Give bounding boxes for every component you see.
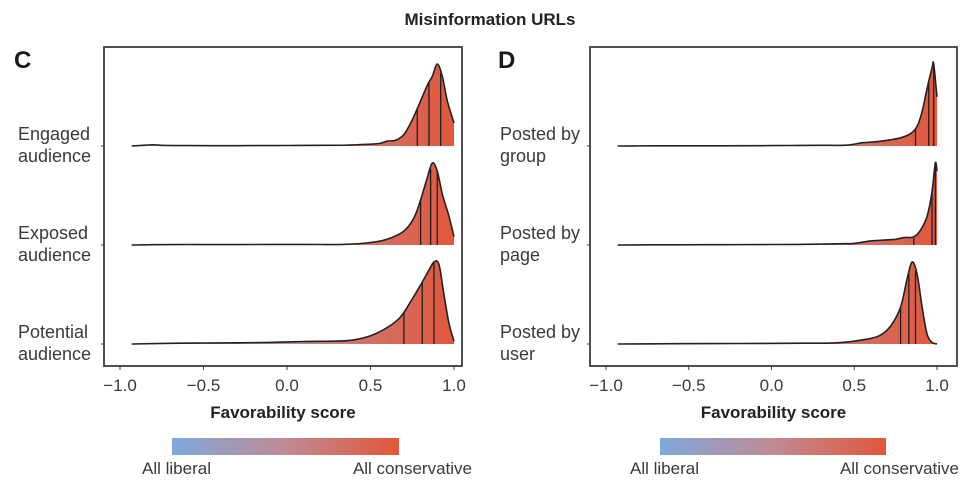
ridge-posted-by-page: Posted by page (500, 161, 938, 265)
panel-d: D −1.0 −0.5 0.0 0.5 1.0 Favorability score Post… (498, 46, 959, 478)
panel-c: C −1.0 −0.5 0.0 0.5 1.0 Favorability score Enga… (14, 46, 472, 478)
density-area (131, 64, 454, 146)
legend-label-conservative: All conservative (840, 459, 959, 478)
density-outline (131, 63, 455, 147)
density-area (131, 260, 454, 344)
x-tick-label: −1.0 (103, 376, 137, 395)
x-tick-label: −0.5 (187, 376, 221, 395)
x-axis-title: Favorability score (210, 403, 356, 422)
density-area (617, 261, 937, 344)
x-tick-label: 1.0 (442, 376, 466, 395)
ridge-potential-audience: Potential audience (18, 260, 455, 364)
x-tick-label: 0.0 (760, 376, 784, 395)
legend-label-liberal: All liberal (630, 459, 699, 478)
density-outline (131, 260, 455, 345)
x-tick-label: −0.5 (672, 376, 706, 395)
plot-frame (103, 46, 463, 367)
density-outline (617, 261, 938, 345)
row-label: Potential audience (18, 322, 91, 364)
row-label: Exposed audience (18, 223, 91, 265)
panel-letter: C (14, 47, 31, 74)
density-area (617, 162, 937, 245)
legend-label-liberal: All liberal (142, 459, 211, 478)
density-outline (617, 61, 938, 147)
ridge-exposed-audience: Exposed audience (18, 162, 455, 265)
row-label: Engaged audience (18, 124, 91, 166)
row-label: Posted by page (500, 223, 580, 265)
row-label: Posted by group (500, 124, 580, 166)
ridge-posted-by-user: Posted by user (500, 261, 938, 364)
panel-letter: D (498, 47, 515, 74)
x-axis-title: Favorability score (701, 403, 847, 422)
legend-colorbar (172, 438, 399, 455)
x-tick-label: 1.0 (925, 376, 949, 395)
row-label: Posted by user (500, 322, 580, 364)
x-tick-label: 0.5 (842, 376, 866, 395)
density-area (131, 162, 454, 245)
chart-title: Misinformation URLs (405, 10, 576, 29)
ridge-posted-by-group: Posted by group (500, 61, 938, 166)
density-outline (131, 162, 455, 246)
ridge-engaged-audience: Engaged audience (18, 63, 455, 166)
x-tick-label: −1.0 (589, 376, 623, 395)
legend-label-conservative: All conservative (353, 459, 472, 478)
density-area (617, 61, 937, 146)
legend-colorbar (660, 438, 886, 455)
x-tick-label: 0.0 (275, 376, 299, 395)
plot-frame (589, 46, 958, 367)
x-tick-label: 0.5 (359, 376, 383, 395)
density-outline (617, 161, 938, 246)
